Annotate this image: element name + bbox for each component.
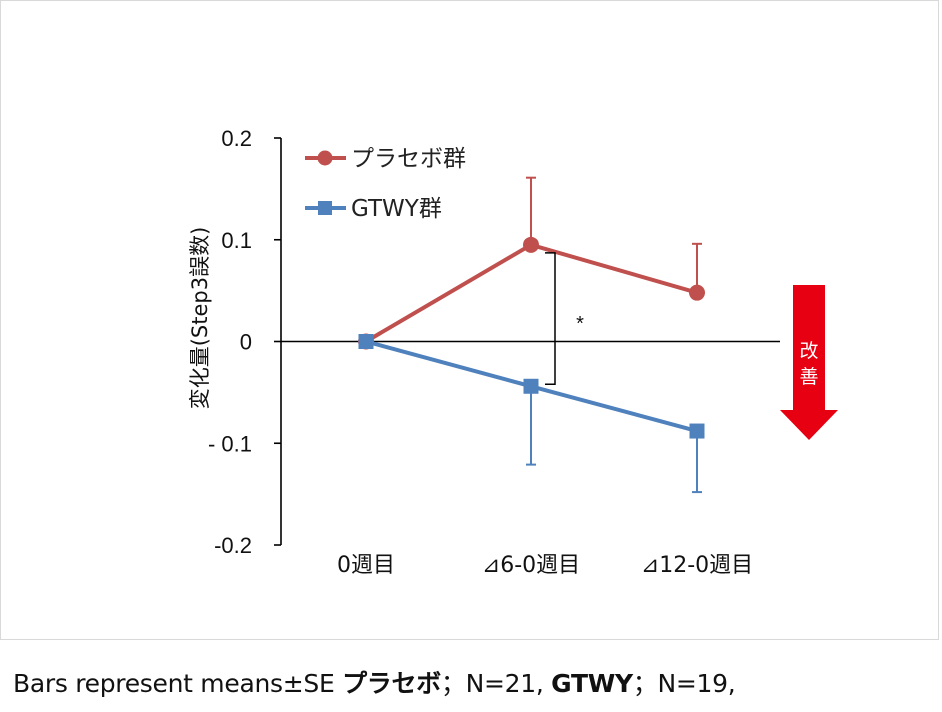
data-point: [689, 284, 705, 301]
y-axis-label: 変化量(Step3誤数): [188, 227, 212, 410]
y-tick-label: 0.1: [221, 228, 252, 253]
data-point: [689, 423, 705, 439]
data-point: [523, 378, 539, 394]
footnote: Bars represent means±SE プラセボ；N=21, GTWY；…: [13, 664, 736, 700]
legend-marker: [317, 150, 333, 166]
data-point: [523, 236, 539, 253]
x-tick-label: ⊿6-0週目: [482, 553, 580, 578]
x-tick-label: 0週目: [337, 553, 395, 578]
x-tick-label: ⊿12-0週目: [641, 553, 753, 578]
footnote-gtwy: GTWY: [551, 669, 633, 698]
footnote-gtwy-n: ；N=19,: [632, 669, 736, 698]
arrow-label: 改: [799, 340, 818, 362]
series-1: [358, 334, 705, 494]
significance-star: *: [576, 313, 584, 335]
y-tick-label: - 0.1: [208, 431, 252, 456]
significance-bracket: [545, 252, 556, 386]
data-point: [358, 334, 374, 349]
legend-label: GTWY群: [351, 196, 442, 222]
improvement-arrow: [780, 285, 838, 440]
footnote-placebo: プラセボ: [342, 669, 441, 698]
y-tick-label: 0.2: [221, 126, 252, 151]
legend-marker: [318, 201, 332, 215]
y-tick-label: 0: [240, 330, 252, 355]
y-tick-label: -0.2: [214, 533, 252, 558]
arrow-label: 善: [799, 366, 818, 388]
line-chart: 0.2 0.1 0 - 0.1 -0.2 変化量(Step3誤数) 0週目 ⊿6-0週目 ⊿12…: [188, 126, 838, 578]
chart-frame: [0, 0, 939, 640]
footnote-text: Bars represent means±SE: [13, 669, 343, 698]
series-line: [364, 242, 698, 344]
legend-label: プラセボ群: [351, 146, 466, 172]
footnote-placebo-n: ；N=21,: [440, 669, 552, 698]
